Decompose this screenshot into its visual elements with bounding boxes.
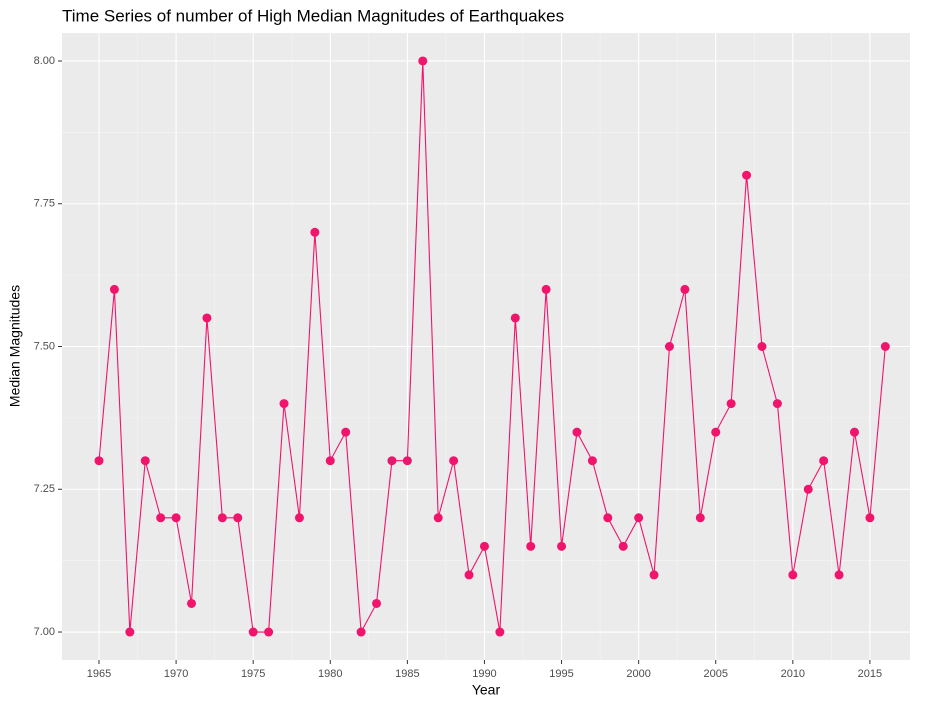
data-point (402, 456, 412, 466)
data-point (156, 513, 166, 523)
data-point (742, 170, 752, 180)
data-point (202, 313, 212, 323)
data-point (541, 284, 551, 294)
data-point (109, 284, 119, 294)
data-point (526, 541, 536, 551)
data-point (865, 513, 875, 523)
data-point (618, 541, 628, 551)
y-tick-label: 7.50 (34, 340, 55, 352)
data-point (310, 227, 320, 237)
data-point (819, 456, 829, 466)
y-tick-label: 7.00 (34, 626, 55, 638)
data-point (187, 598, 197, 608)
data-point (664, 342, 674, 351)
y-axis-title: Median Magnitudes (7, 285, 23, 407)
data-point (464, 570, 474, 580)
data-point (387, 456, 397, 466)
data-point (510, 313, 520, 323)
data-point (341, 427, 351, 437)
x-tick-label: 2005 (703, 668, 727, 680)
data-point (495, 627, 505, 637)
data-point (587, 456, 597, 466)
x-tick-label: 1970 (164, 668, 188, 680)
data-point (695, 513, 705, 523)
data-point (433, 513, 443, 523)
data-point (248, 627, 258, 637)
x-tick-label: 1975 (241, 668, 265, 680)
data-point (803, 484, 813, 494)
data-point (557, 541, 567, 551)
data-point (325, 456, 335, 466)
x-tick-label: 1995 (549, 668, 573, 680)
y-tick-label: 7.25 (34, 483, 55, 495)
x-tick-label: 2010 (781, 668, 805, 680)
data-point (757, 342, 767, 351)
data-point (649, 570, 659, 580)
data-point (726, 399, 736, 409)
data-point (140, 456, 150, 466)
data-point (449, 456, 459, 466)
data-point (711, 427, 721, 437)
data-point (849, 427, 859, 437)
data-point (279, 399, 289, 409)
data-point (217, 513, 227, 523)
chart-title: Time Series of number of High Median Mag… (62, 6, 564, 25)
x-tick-label: 2015 (858, 668, 882, 680)
data-point (94, 456, 104, 466)
x-tick-label: 1985 (395, 668, 419, 680)
data-point (233, 513, 243, 523)
x-tick-label: 1965 (87, 668, 111, 680)
x-axis-title: Year (472, 682, 501, 698)
data-point (125, 627, 135, 637)
data-point (479, 541, 489, 551)
data-point (572, 427, 582, 437)
data-point (264, 627, 274, 637)
data-point (680, 284, 690, 294)
data-point (294, 513, 304, 523)
data-point (372, 598, 382, 608)
data-point (634, 513, 644, 523)
y-tick-label: 8.00 (34, 55, 55, 67)
x-tick-label: 1980 (318, 668, 342, 680)
data-point (418, 56, 428, 66)
data-point (880, 342, 890, 351)
x-tick-label: 1990 (472, 668, 496, 680)
x-tick-label: 2000 (626, 668, 650, 680)
y-tick-label: 7.75 (34, 198, 55, 210)
data-point (171, 513, 181, 523)
data-point (356, 627, 366, 637)
data-point (834, 570, 844, 580)
data-point (788, 570, 798, 580)
data-point (772, 399, 782, 409)
data-point (603, 513, 613, 523)
series-line (98, 60, 886, 634)
